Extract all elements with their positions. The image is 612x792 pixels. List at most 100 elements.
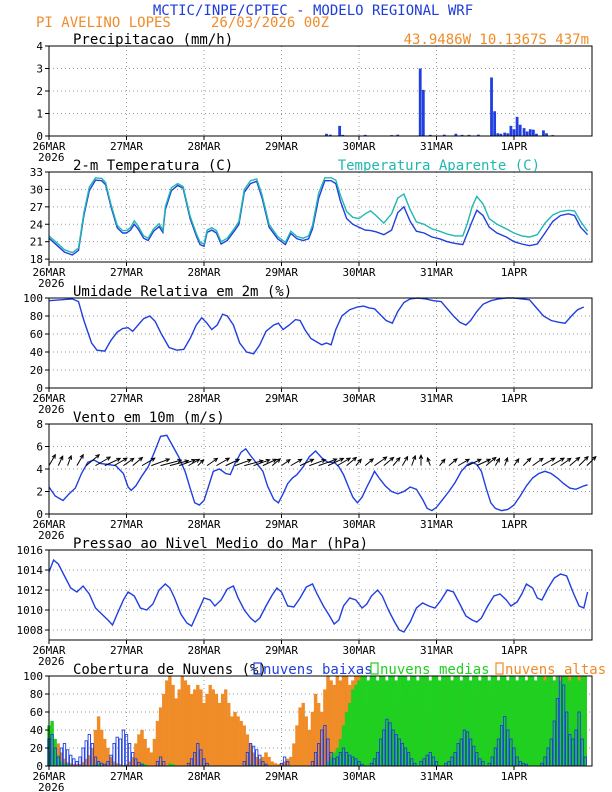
cloud-high-bar [180,675,184,767]
precip-bar [499,133,503,136]
wind-arrow-shaft [123,457,135,467]
x-tick-label: 26MAR [32,770,65,783]
wind-arrow-shaft [188,458,200,467]
cloud-high-bar [220,693,225,767]
cloud-mid-bar [419,675,423,767]
wind-arrow-head [538,457,544,463]
x-tick-label: 29MAR [265,518,298,531]
wind-arrow-head [321,458,327,464]
cloud-mid-bar [422,675,426,767]
wind-arrow-head [395,456,401,462]
x-tick-label: 27MAR [110,392,143,405]
cloud-high-bar [304,716,309,767]
cloud-low-bar [115,736,119,767]
x-tick-label: 31MAR [420,644,453,657]
wind-arrow-shaft [374,456,387,467]
precip-bar [418,68,422,136]
rh-series-line-0 [48,297,585,355]
legend-label-low: nuvens baixas [263,662,373,678]
wind-arrow-shaft [169,460,189,467]
panel-title: 2-m Temperatura (C) [73,158,233,174]
cloud-high-bar [310,711,315,767]
cloud-mid-bar [487,680,491,767]
wind-arrow-head [357,458,362,464]
wind-arrow-head [225,457,231,462]
x-tick-label: 31MAR [420,770,453,783]
precip-bar [341,134,345,136]
cloud-mid-bar [484,675,488,767]
x-tick-label: 26MAR [32,266,65,279]
x-year-label: 2026 [38,151,65,164]
wind-arrow-shaft [586,456,597,466]
panel-cloud-cover: 0 20 40 60 80 100 26MAR 27MAR 28MAR 29MAR 30MAR 31M… [23,662,606,792]
wind-arrow-shaft [113,457,128,467]
wind-arrow-shaft [197,459,204,466]
wind-arrow-shaft [216,457,230,467]
cloud-low-bar [121,729,126,767]
panel-frame [48,45,593,137]
panel-title: Precipitacao (mm/h) [73,32,233,48]
cloud-high-bar [202,702,206,767]
cloud-high-bar [298,707,302,767]
x-tick-label: 31MAR [420,518,453,531]
legend-label-high: nuvens altas [505,662,606,678]
wind-arrow-head [191,458,197,464]
x-tick-label: 30MAR [342,266,375,279]
precip-bar [490,77,493,136]
y-tick-label: 1 [36,108,43,121]
cloud-high-bar [292,743,296,767]
cloud-mid-bar [360,675,364,767]
wind-arrow-shaft [541,457,555,467]
wind-arrow-shaft [476,458,491,467]
wind-arrow-head [418,454,424,460]
wind-arrow-shaft [439,459,446,466]
cloud-mid-bar [481,675,485,767]
cloud-mid-bar [524,680,529,767]
x-tick-label: 28MAR [187,518,220,531]
cloud-mid-bar [416,680,420,767]
cloud-high-bar [168,675,172,767]
cloud-high-bar [295,725,299,767]
wind-arrow-head [59,455,64,461]
cloud-high-bar [162,693,166,767]
precip-bar [493,111,497,136]
wind-arrow-shaft [206,457,218,467]
cloud-high-bar [233,711,237,767]
wind-arrow-head [584,455,589,461]
wind-arrow-shaft [569,457,580,467]
y-tick-label: 3 [36,63,43,76]
x-tick-label: 1APR [501,644,528,657]
y-tick-label: 60 [30,328,43,341]
y-tick-label: 4 [36,40,43,53]
wind-arrow-shaft [513,458,520,466]
wind-arrow-shaft [85,454,100,467]
model-title: MCTIC/INPE/CPTEC - MODELO REGIONAL WRF [153,3,473,19]
precip-bar [325,133,328,136]
wind-arrow-shaft [244,460,263,467]
cloud-mid-bar [425,675,429,767]
y-tick-label: 40 [30,724,43,737]
cloud-high-bar [270,761,274,767]
cloud-high-bar [239,720,243,767]
x-tick-label: 30MAR [342,644,375,657]
cloud-mid-bar [369,675,374,767]
wind-arrow-shaft [392,457,401,466]
cloud-high-bar [186,684,191,767]
x-tick-label: 28MAR [187,140,220,153]
wind-arrow-shaft [141,457,156,467]
cloud-mid-bar [363,675,367,767]
cloud-high-bar [174,698,178,767]
x-tick-label: 31MAR [420,140,453,153]
precip-bar [525,131,529,136]
precip-bar [522,128,526,136]
precip-bar [542,130,545,136]
precip-bar [512,129,516,136]
wind-arrow-head [575,456,581,462]
wind-arrow-shaft [346,457,357,467]
wind-arrow-shaft [104,457,121,467]
wind-arrow-head [150,457,156,462]
wind-series-line-0 [48,434,588,512]
wind-arrow-shaft [281,459,291,467]
cloud-mid-bar [478,680,482,767]
panel-title-right: Temperatura Aparente (C) [338,158,540,174]
